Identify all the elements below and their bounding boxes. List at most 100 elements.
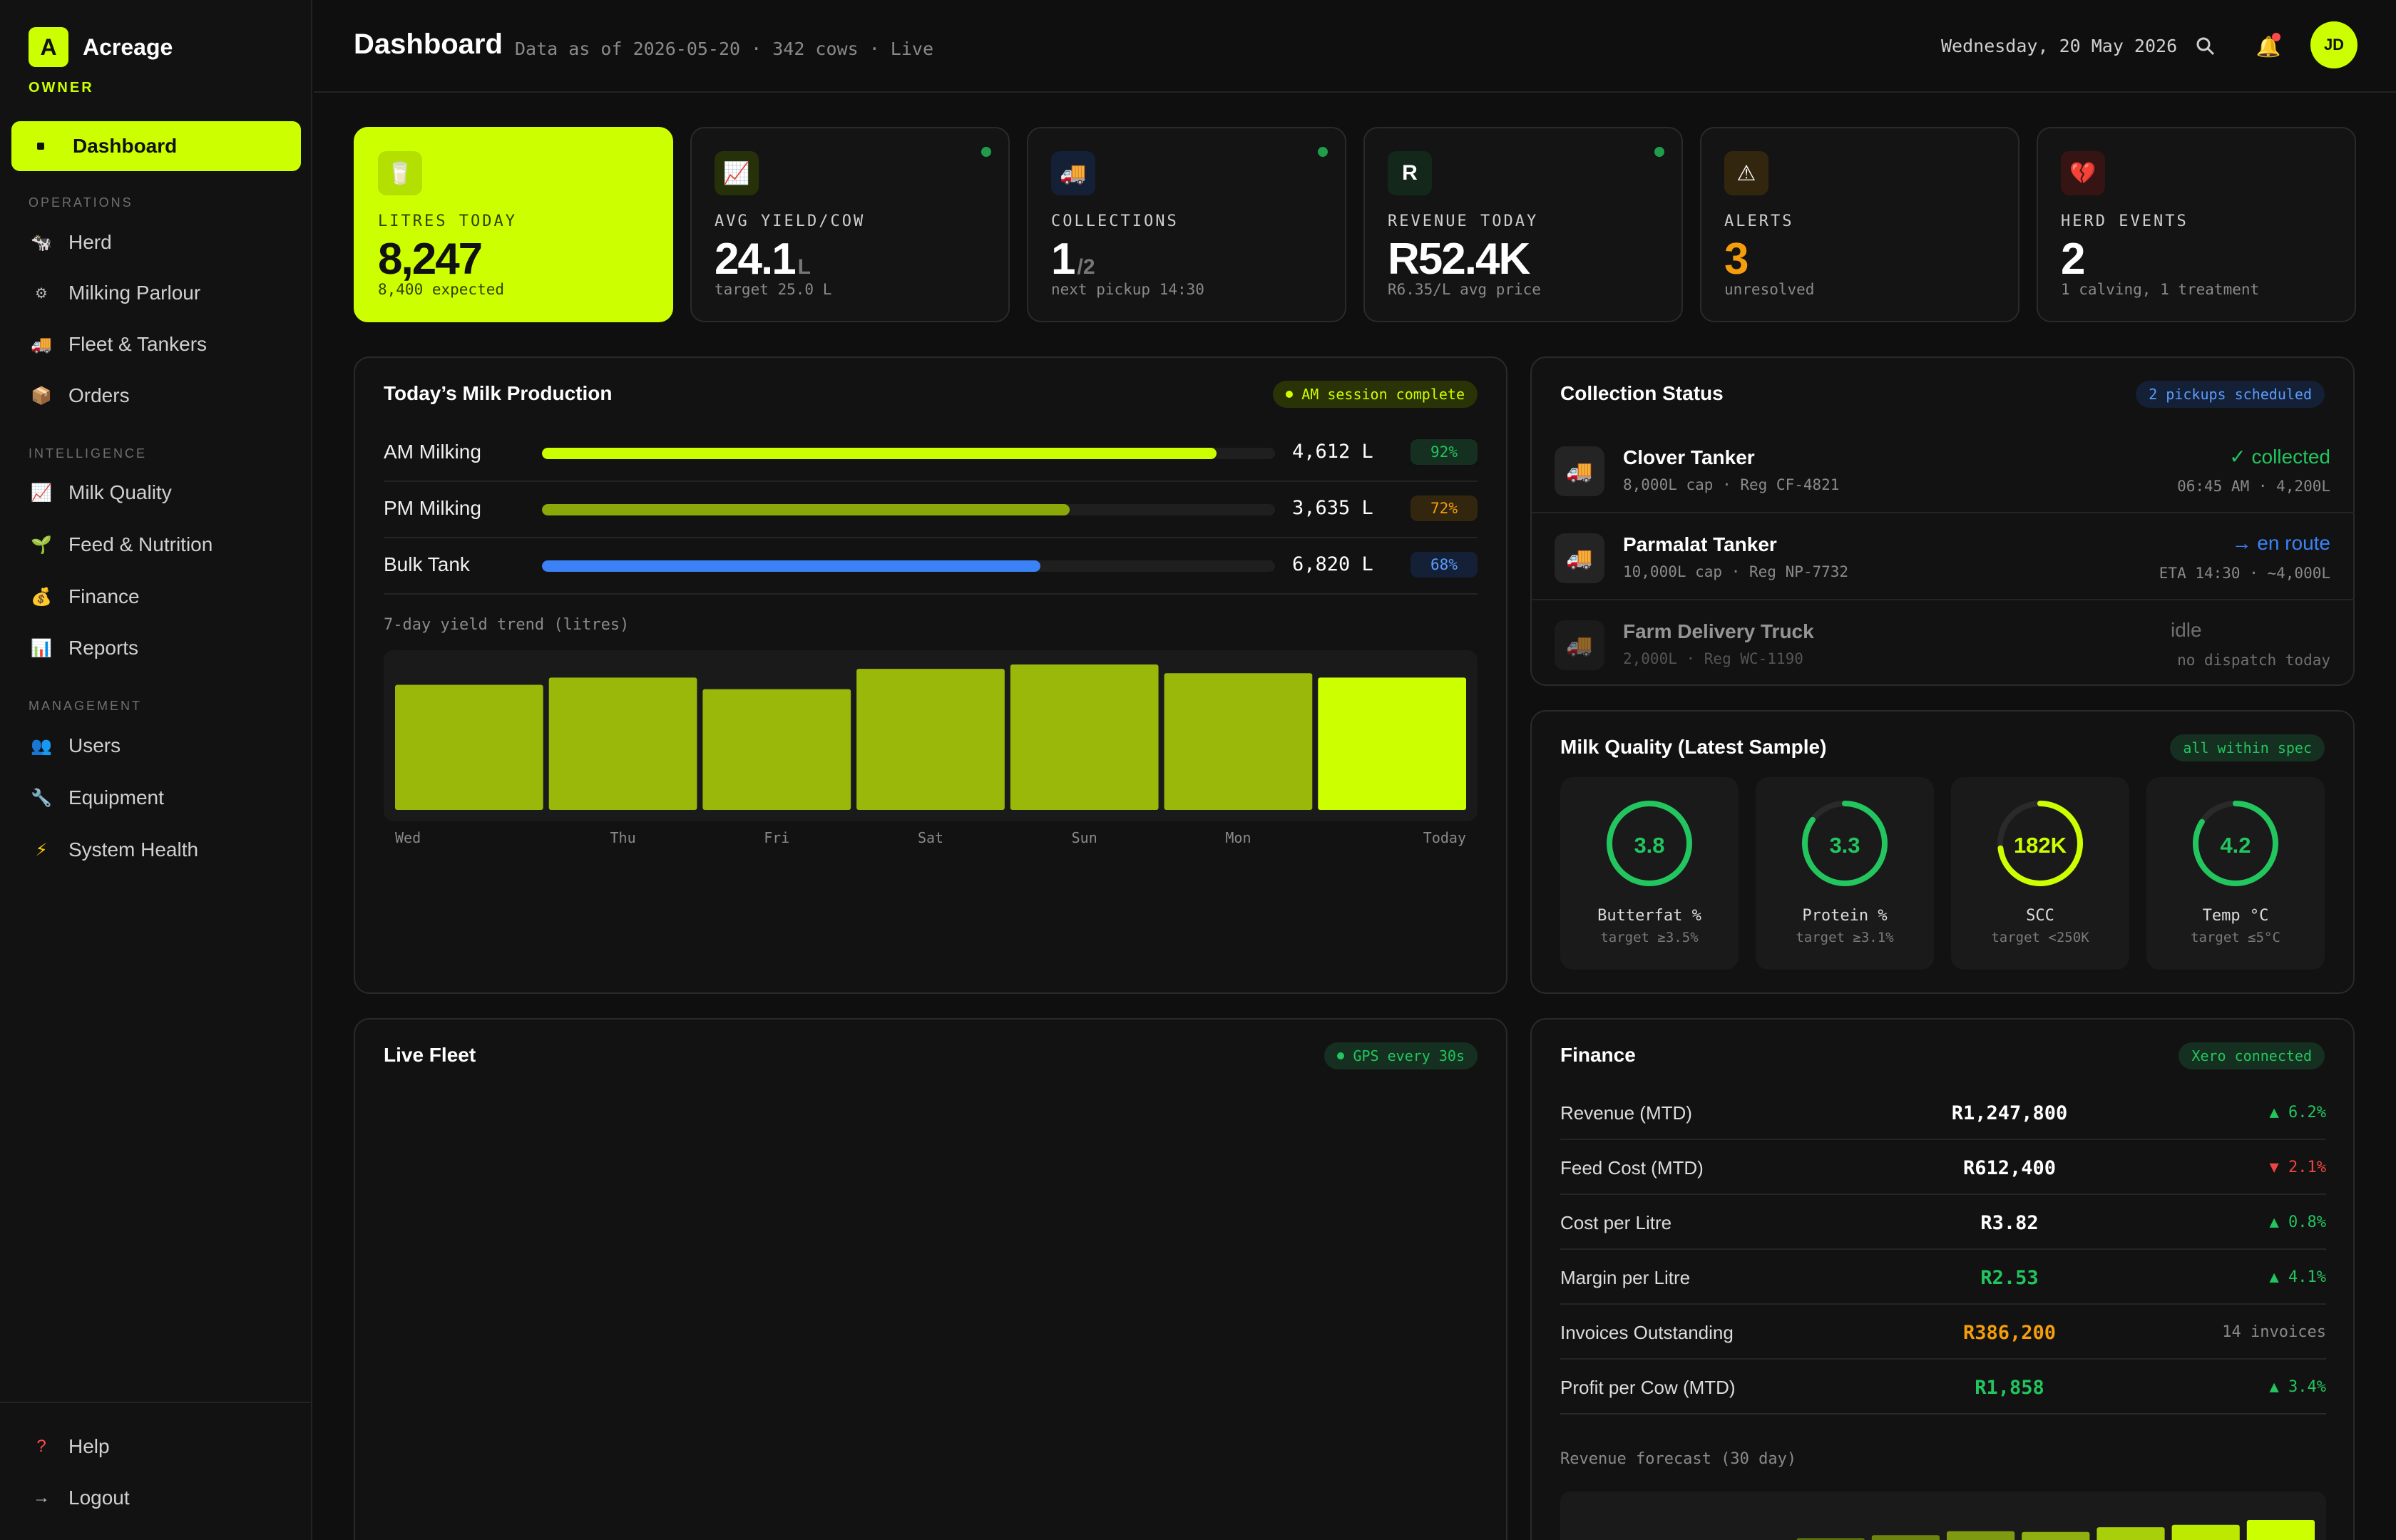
- tanker-details: 2,000L · Reg WC-1190: [1623, 650, 1803, 667]
- collection-row[interactable]: 🚚 Parmalat Tanker 10,000L cap · Reg NP-7…: [1532, 513, 2355, 600]
- lightning-icon: ⚡: [35, 840, 48, 860]
- forecast-bar[interactable]: [2022, 1531, 2090, 1540]
- trend-bar-mon[interactable]: [1164, 673, 1313, 810]
- fleet-map[interactable]: [357, 1091, 1506, 1540]
- sidebar-item-finance[interactable]: 💰 Finance: [29, 577, 300, 617]
- sidebar-item-label: Orders: [68, 384, 130, 406]
- sidebar-item-reports[interactable]: 📊 Reports: [29, 628, 300, 668]
- forecast-bar[interactable]: [2171, 1524, 2240, 1540]
- forecast-bar[interactable]: [1871, 1535, 1940, 1540]
- trend-tick-label: Mon: [1225, 829, 1251, 846]
- pct-badge: 68%: [1411, 552, 1478, 578]
- production-row-bulk[interactable]: Bulk Tank 6,820 L 68%: [384, 539, 1478, 595]
- production-row-pm[interactable]: PM Milking 3,635 L 72%: [384, 483, 1478, 538]
- sidebar-item-feed-nutrition[interactable]: 🌱 Feed & Nutrition: [29, 525, 300, 565]
- nav-section-intelligence: INTELLIGENCE: [29, 446, 148, 461]
- trend-bar-today[interactable]: [1318, 677, 1466, 810]
- wrench-icon: 🔧: [31, 788, 52, 808]
- bell-icon[interactable]: 🔔: [2251, 29, 2286, 64]
- seedling-icon: 🌱: [31, 535, 52, 555]
- kpi-value: 2: [2061, 235, 2086, 284]
- finance-row: Invoices Outstanding R386,200 14 invoice…: [1560, 1305, 2326, 1360]
- search-icon[interactable]: [2188, 29, 2223, 64]
- finance-panel: Finance Xero connected Revenue (MTD) R1,…: [1530, 1018, 2355, 1540]
- sidebar-item-herd[interactable]: 🐄 Herd: [29, 222, 300, 262]
- kpi-value: 8,247: [378, 235, 483, 284]
- kpi-avg-yield[interactable]: 📈 AVG YIELD/COW 24.1 L target 25.0 L: [690, 127, 1010, 322]
- kpi-sub: target 25.0 L: [715, 281, 832, 298]
- panel-title: Finance: [1560, 1044, 1636, 1066]
- brand[interactable]: A Acreage: [29, 27, 173, 67]
- sidebar-item-users[interactable]: 👥 Users: [29, 726, 300, 766]
- milk-icon: 🥛: [378, 151, 422, 195]
- trend-bar-thu[interactable]: [548, 677, 697, 810]
- forecast-bar[interactable]: [2246, 1520, 2315, 1540]
- kpi-revenue-today[interactable]: R REVENUE TODAY R52.4K R6.35/L avg price: [1363, 127, 1683, 322]
- status-dot: [1318, 147, 1328, 157]
- kpi-sub: next pickup 14:30: [1051, 281, 1204, 298]
- forecast-bar[interactable]: [2096, 1527, 2165, 1540]
- quality-card-butterfat[interactable]: 3.8 Butterfat % target ≥3.5%: [1560, 777, 1739, 970]
- truck-icon: 🚚: [1555, 446, 1604, 496]
- kpi-value: 1/2: [1051, 235, 1095, 284]
- kpi-label: AVG YIELD/COW: [715, 212, 866, 230]
- sidebar-item-label: Dashboard: [73, 135, 178, 157]
- quality-card-protein[interactable]: 3.3 Protein % target ≥3.1%: [1756, 777, 1934, 970]
- sidebar-item-label: Logout: [68, 1487, 130, 1509]
- brand-name: Acreage: [83, 34, 173, 60]
- trend-bar-sun[interactable]: [1010, 664, 1159, 810]
- collection-row[interactable]: 🚚 Farm Delivery Truck 2,000L · Reg WC-11…: [1532, 600, 2355, 687]
- sidebar-item-system-health[interactable]: ⚡ System Health: [29, 830, 300, 870]
- users-icon: 👥: [31, 736, 52, 756]
- kpi-collections[interactable]: 🚚 COLLECTIONS 1/2 next pickup 14:30: [1027, 127, 1346, 322]
- rand-icon: R: [1388, 151, 1432, 195]
- sidebar-item-orders[interactable]: 📦 Orders: [29, 376, 300, 416]
- forecast-bar[interactable]: [1796, 1538, 1865, 1540]
- quality-value: 182K: [2013, 833, 2067, 858]
- finance-change: ▲ 0.8%: [2269, 1213, 2326, 1231]
- forecast-bar[interactable]: [1947, 1531, 2015, 1540]
- trend-bar-wed[interactable]: [395, 684, 543, 810]
- sidebar-item-equipment[interactable]: 🔧 Equipment: [29, 778, 300, 818]
- finance-change: ▼ 2.1%: [2269, 1159, 2326, 1176]
- sidebar-item-dashboard[interactable]: Dashboard: [11, 121, 301, 171]
- finance-value: R612,400: [1962, 1157, 2057, 1179]
- trend-tick-label: Sun: [1072, 829, 1097, 846]
- kpi-herd-events[interactable]: 💔 HERD EVENTS 2 1 calving, 1 treatment: [2037, 127, 2356, 322]
- trend-bar-fri[interactable]: [702, 689, 851, 810]
- finance-row: Margin per Litre R2.53 ▲ 4.1%: [1560, 1250, 2326, 1305]
- active-dot-icon: [37, 143, 44, 150]
- row-value: 4,612 L: [1292, 441, 1373, 463]
- trend-tick-label: Today: [1423, 829, 1466, 846]
- quality-card-scc[interactable]: 182K SCC target <250K: [1951, 777, 2129, 970]
- chart-up-icon: 📈: [715, 151, 759, 195]
- sidebar-item-milking-parlour[interactable]: ⚙ Milking Parlour: [29, 273, 300, 313]
- kpi-value: 3: [1724, 235, 1749, 284]
- yield-trend-chart: Wed Thu Fri Sat Sun Mon Today: [384, 650, 1478, 846]
- sidebar-divider: [0, 1402, 312, 1403]
- milk-production-panel: Today’s Milk Production AM session compl…: [354, 356, 1507, 994]
- package-icon: 📦: [31, 386, 52, 406]
- user-role: OWNER: [29, 80, 94, 96]
- quality-card-temp[interactable]: 4.2 Temp °C target ≤5°C: [2146, 777, 2325, 970]
- sidebar-item-fleet-tankers[interactable]: 🚚 Fleet & Tankers: [29, 324, 300, 364]
- sidebar-item-logout[interactable]: → Logout: [29, 1478, 300, 1518]
- tanker-meta: no dispatch today: [2177, 652, 2330, 669]
- revenue-forecast-chart: [1560, 1492, 2326, 1540]
- avatar[interactable]: JD: [2310, 21, 2357, 68]
- production-row-am[interactable]: AM Milking 4,612 L 92%: [384, 426, 1478, 482]
- tanker-status: → en route: [2231, 532, 2330, 554]
- quality-target: target ≥3.5%: [1600, 930, 1699, 945]
- kpi-alerts[interactable]: ⚠ ALERTS 3 unresolved: [1700, 127, 2019, 322]
- sidebar-item-milk-quality[interactable]: 📈 Milk Quality: [29, 473, 300, 513]
- row-label: Bulk Tank: [384, 553, 470, 575]
- kpi-litres-today[interactable]: 🥛 LITRES TODAY 8,247 8,400 expected: [354, 127, 673, 322]
- trend-bar-sat[interactable]: [856, 669, 1005, 810]
- milk-quality-panel: Milk Quality (Latest Sample) all within …: [1530, 710, 2355, 994]
- row-value: 3,635 L: [1292, 497, 1373, 519]
- collection-row[interactable]: 🚚 Clover Tanker 8,000L cap · Reg CF-4821…: [1532, 426, 2355, 513]
- xero-badge: Xero connected: [2179, 1042, 2325, 1069]
- sidebar-item-label: Users: [68, 734, 121, 756]
- sidebar-item-help[interactable]: ? Help: [29, 1427, 300, 1467]
- nav-section-management: MANAGEMENT: [29, 699, 143, 713]
